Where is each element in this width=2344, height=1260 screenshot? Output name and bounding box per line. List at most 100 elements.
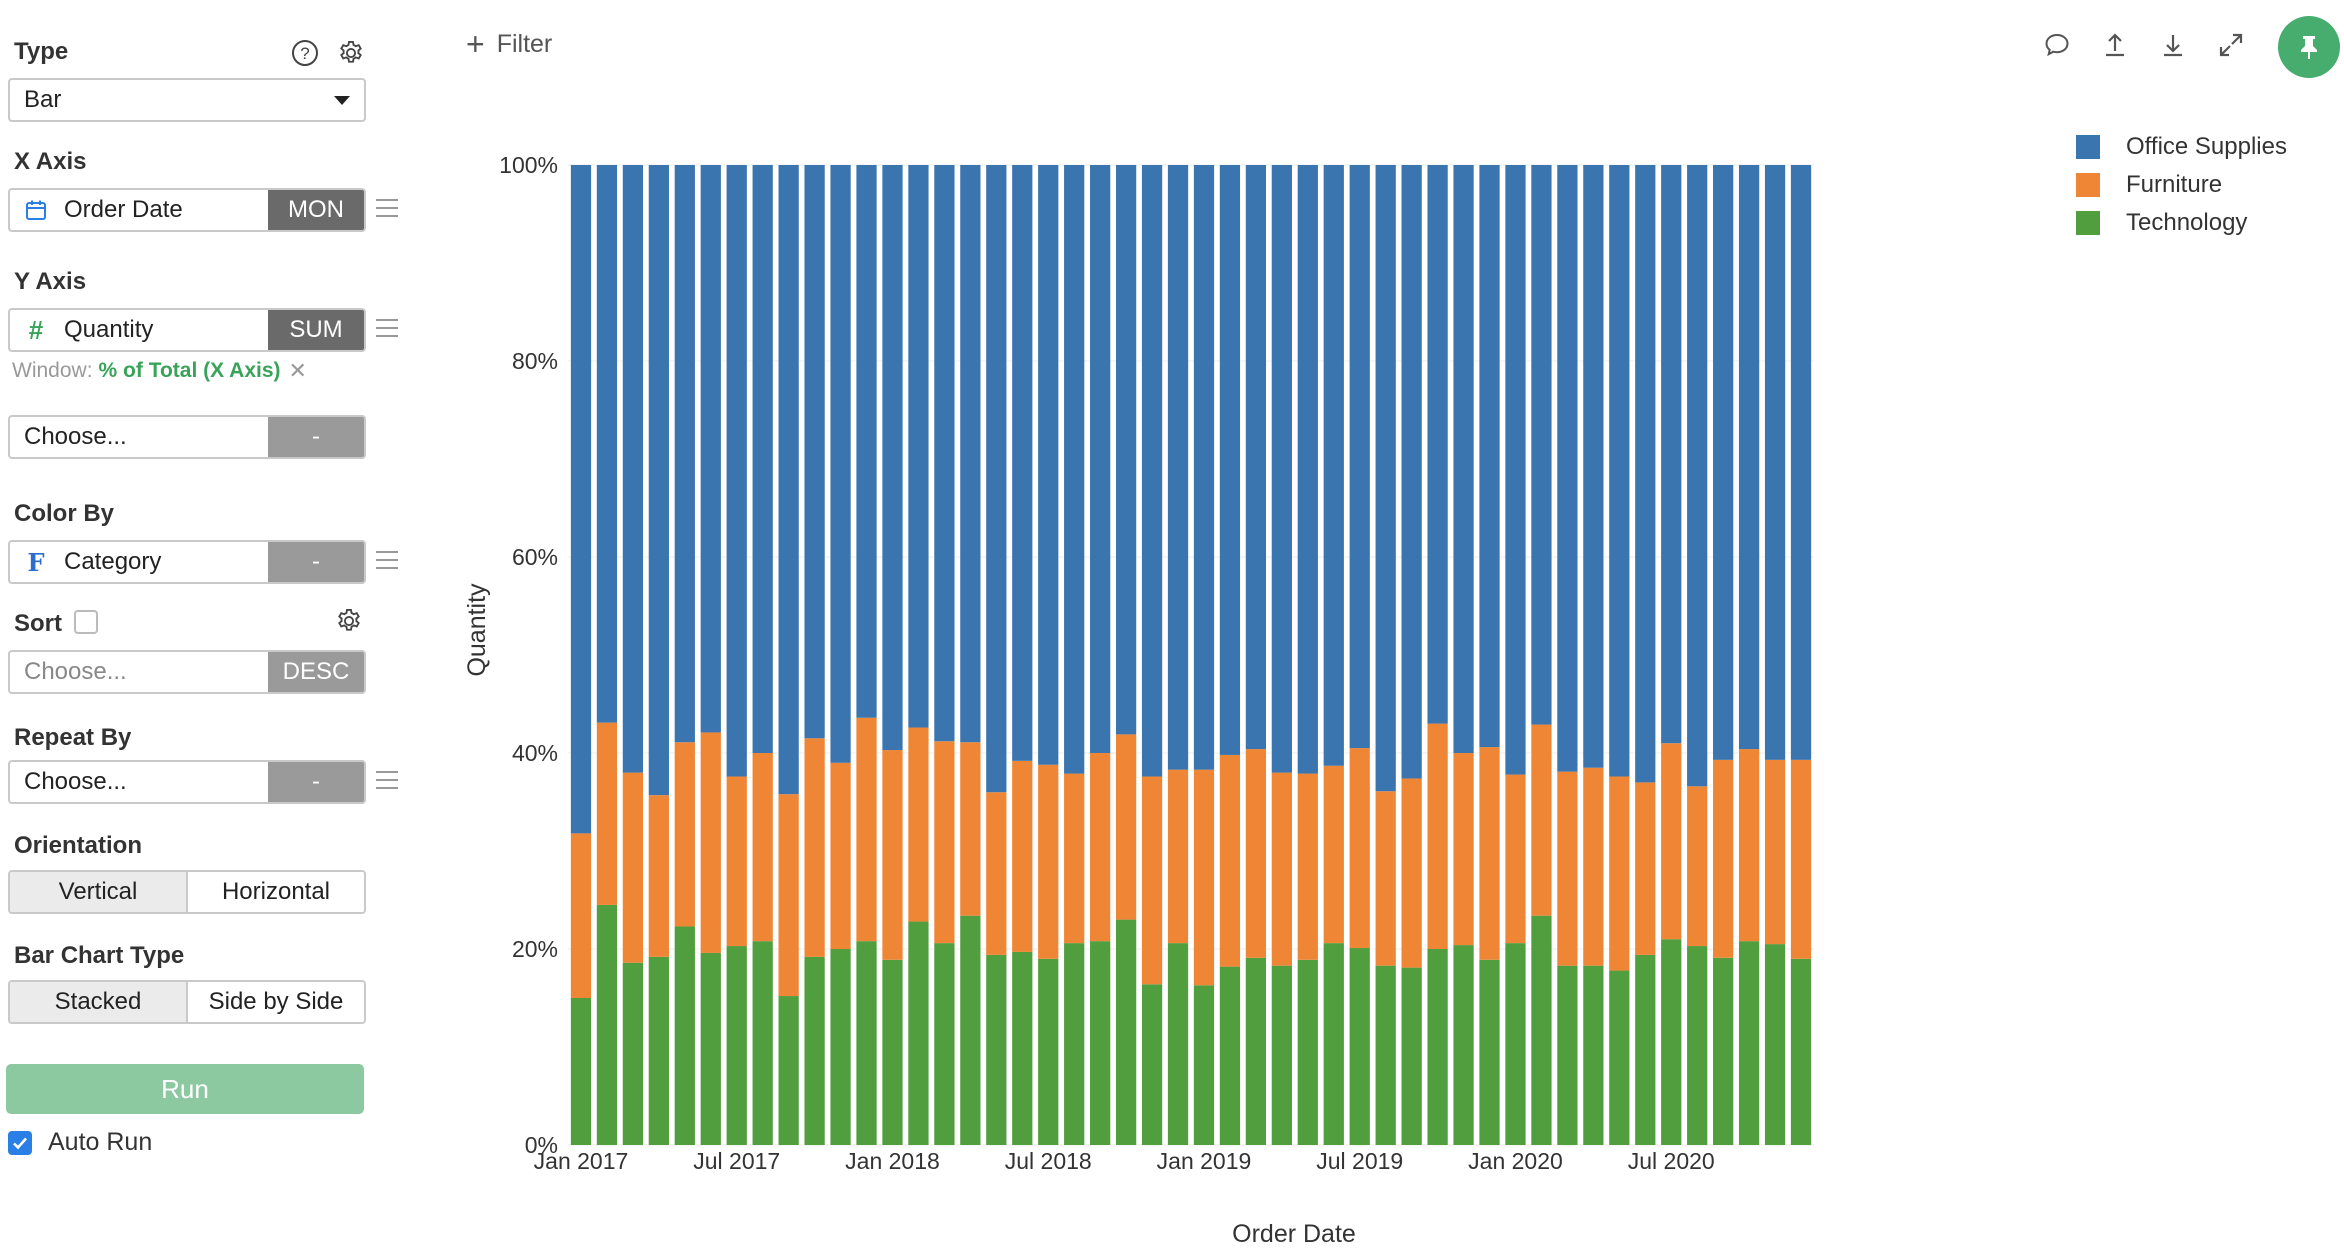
bar-segment[interactable] xyxy=(1764,165,1786,760)
bar-segment[interactable] xyxy=(752,941,773,1145)
bar-segment[interactable] xyxy=(1064,773,1085,944)
bar-segment[interactable] xyxy=(882,165,903,751)
chart-type-select[interactable]: Bar xyxy=(8,78,366,122)
bar-segment[interactable] xyxy=(960,915,981,1145)
bar-segment[interactable] xyxy=(882,750,903,960)
bar-segment[interactable] xyxy=(1738,941,1760,1145)
y-axis-agg-button[interactable]: SUM xyxy=(268,310,364,350)
bar-segment[interactable] xyxy=(700,732,721,953)
bar-segment[interactable] xyxy=(1583,767,1604,966)
bar-segment[interactable] xyxy=(1453,165,1474,753)
bar-segment[interactable] xyxy=(1090,165,1111,753)
bar-segment[interactable] xyxy=(726,776,747,947)
bar-segment[interactable] xyxy=(882,959,903,1145)
bar-segment[interactable] xyxy=(622,962,644,1145)
y-axis-menu-icon[interactable] xyxy=(376,319,398,337)
bar-segment[interactable] xyxy=(778,996,799,1145)
bar-segment[interactable] xyxy=(1349,748,1370,949)
bar-segment[interactable] xyxy=(1609,776,1630,971)
bar-segment[interactable] xyxy=(726,946,747,1145)
bar-segment[interactable] xyxy=(1687,165,1708,787)
orientation-vertical-button[interactable]: Vertical xyxy=(10,872,186,912)
bar-segment[interactable] xyxy=(1167,769,1189,944)
bar-segment[interactable] xyxy=(1713,957,1734,1145)
bar-segment[interactable] xyxy=(648,956,669,1145)
bar-segment[interactable] xyxy=(1012,951,1033,1145)
bar-segment[interactable] xyxy=(1505,165,1526,775)
bar-segment[interactable] xyxy=(934,741,955,944)
pin-button[interactable] xyxy=(2278,16,2340,78)
bar-segment[interactable] xyxy=(960,742,981,916)
bar-segment[interactable] xyxy=(1479,959,1500,1145)
bar-segment[interactable] xyxy=(1271,965,1292,1145)
color-by-field[interactable]: F Category - xyxy=(8,540,366,584)
bar-segment[interactable] xyxy=(1115,165,1137,735)
auto-run-checkbox[interactable] xyxy=(8,1130,32,1155)
help-icon[interactable]: ? xyxy=(290,38,320,68)
bar-segment[interactable] xyxy=(1557,165,1578,772)
bar-segment[interactable] xyxy=(1115,734,1137,920)
gear-icon[interactable] xyxy=(336,38,366,68)
bar-segment[interactable] xyxy=(1115,919,1137,1145)
bar-segment[interactable] xyxy=(596,904,618,1145)
download-icon[interactable] xyxy=(2156,28,2190,62)
bar-segment[interactable] xyxy=(1038,958,1059,1145)
bar-segment[interactable] xyxy=(934,943,955,1145)
bar-segment[interactable] xyxy=(1375,965,1396,1145)
bar-segment[interactable] xyxy=(1090,753,1111,942)
bar-segment[interactable] xyxy=(1141,984,1163,1145)
bar-segment[interactable] xyxy=(1012,760,1033,952)
bar-segment[interactable] xyxy=(1531,915,1552,1145)
bar-segment[interactable] xyxy=(934,165,955,742)
export-icon[interactable] xyxy=(2098,28,2132,62)
bar-segment[interactable] xyxy=(1401,967,1422,1145)
bar-segment[interactable] xyxy=(1661,165,1682,744)
repeat-by-field[interactable]: Choose... - xyxy=(8,760,366,804)
bar-segment[interactable] xyxy=(1635,782,1656,955)
bar-segment[interactable] xyxy=(1557,771,1578,966)
bar-segment[interactable] xyxy=(1297,773,1318,960)
legend-item-furniture[interactable]: Furniture xyxy=(2076,166,2287,204)
bar-segment[interactable] xyxy=(1349,948,1370,1145)
run-button[interactable]: Run xyxy=(6,1064,364,1114)
bar-segment[interactable] xyxy=(1064,943,1085,1145)
bar-segment[interactable] xyxy=(1687,946,1708,1145)
bar-segment[interactable] xyxy=(1323,943,1344,1145)
bar-segment[interactable] xyxy=(1167,943,1189,1145)
x-axis-agg-button[interactable]: MON xyxy=(268,190,364,230)
bar-segment[interactable] xyxy=(1245,165,1267,750)
sort-checkbox[interactable] xyxy=(74,610,98,634)
bar-segment[interactable] xyxy=(830,165,851,763)
bar-segment[interactable] xyxy=(1271,772,1292,966)
bar-segment[interactable] xyxy=(1141,776,1163,985)
bar-segment[interactable] xyxy=(1453,945,1474,1145)
bar-segment[interactable] xyxy=(778,165,799,795)
bar-segment[interactable] xyxy=(1713,165,1734,760)
bar-segment[interactable] xyxy=(674,165,695,743)
bar-segment[interactable] xyxy=(908,165,929,728)
bar-segment[interactable] xyxy=(908,921,929,1145)
bar-segment[interactable] xyxy=(596,722,618,905)
bar-segment[interactable] xyxy=(960,165,981,743)
bar-segment[interactable] xyxy=(1687,786,1708,947)
sort-gear-icon[interactable] xyxy=(334,606,364,636)
legend-item-office-supplies[interactable]: Office Supplies xyxy=(2076,128,2287,166)
bar-segment[interactable] xyxy=(1193,769,1215,986)
add-filter-button[interactable]: + Filter xyxy=(466,28,552,60)
bar-segment[interactable] xyxy=(570,833,592,998)
y-axis-extra-agg-button[interactable]: - xyxy=(268,417,364,457)
bar-segment[interactable] xyxy=(856,165,877,718)
bar-segment[interactable] xyxy=(1635,165,1656,783)
bar-segment[interactable] xyxy=(856,717,877,942)
x-axis-menu-icon[interactable] xyxy=(376,199,398,217)
bar-segment[interactable] xyxy=(1219,754,1241,967)
bar-segment[interactable] xyxy=(1193,985,1215,1145)
bar-segment[interactable] xyxy=(570,998,592,1145)
bar-segment[interactable] xyxy=(986,165,1007,793)
bar-segment[interactable] xyxy=(1038,165,1059,765)
bar-segment[interactable] xyxy=(622,165,644,773)
bar-segment[interactable] xyxy=(1738,165,1760,750)
bar-segment[interactable] xyxy=(1219,165,1241,755)
bar-segment[interactable] xyxy=(1271,165,1292,773)
bar-segment[interactable] xyxy=(1090,941,1111,1145)
